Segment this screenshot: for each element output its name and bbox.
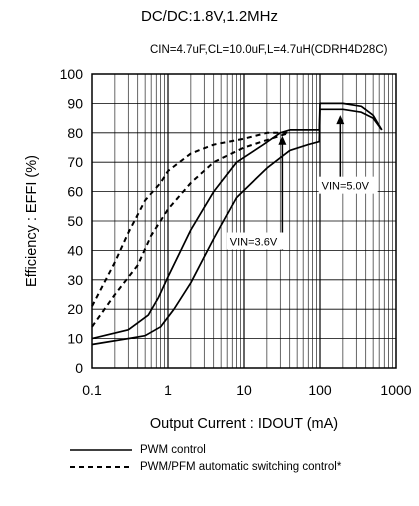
y-tick-label: 0 <box>75 360 83 376</box>
y-axis-label: Efficiency : EFFI (%) <box>24 155 40 287</box>
x-tick-label: 0.1 <box>82 382 102 398</box>
annotation-layer: VIN=5.0V VIN=3.6V <box>226 115 378 251</box>
x-tick-label: 1000 <box>380 382 411 398</box>
y-tick-label: 80 <box>67 125 83 141</box>
grid-layer <box>92 74 396 368</box>
y-tick-label: 40 <box>67 242 83 258</box>
legend-item-pwm-pfm: PWM/PFM automatic switching control* <box>70 460 341 474</box>
annotation-arrow-head <box>278 135 287 145</box>
y-tick-label: 60 <box>67 184 83 200</box>
legend-dashed-line-swatch <box>70 466 132 468</box>
tick-layer: 0 10 20 30 40 50 60 70 80 90 100 0.1 1 10 100 1000 <box>60 66 412 398</box>
series-line-pwm <box>91 108 383 346</box>
annotation-label-bg <box>318 176 378 194</box>
x-tick-label: 10 <box>236 382 252 398</box>
series-line-pwm-pfm <box>91 131 291 328</box>
plot-frame <box>91 73 397 369</box>
series-line-pwm <box>91 129 291 340</box>
annotation-arrow-head <box>336 115 345 125</box>
legend-label-pwm: PWM control <box>140 444 206 456</box>
x-tick-label: 1 <box>164 382 172 398</box>
annotation-label-bg <box>226 232 286 250</box>
y-tick-label: 100 <box>60 66 84 82</box>
x-axis-label: Output Current : IDOUT (mA) <box>150 416 338 432</box>
y-tick-label: 90 <box>67 95 83 111</box>
chart-subtitle: CIN=4.7uF,CL=10.0uF,L=4.7uH(CDRH4D28C) <box>150 44 388 56</box>
x-tick-label: 100 <box>308 382 332 398</box>
y-tick-label: 50 <box>67 213 83 229</box>
annotation-label: VIN=3.6V <box>230 237 278 249</box>
y-tick-label: 10 <box>67 331 83 347</box>
series-line-pwm <box>289 102 383 131</box>
series-layer <box>91 102 383 346</box>
series-line-pwm-pfm <box>91 131 290 307</box>
chart-title: DC/DC:1.8V,1.2MHz <box>141 8 278 25</box>
legend-solid-line-swatch <box>70 449 132 451</box>
annotation-label: VIN=5.0V <box>322 181 370 193</box>
legend-item-pwm: PWM control <box>70 443 206 457</box>
legend-label-pwm-pfm: PWM/PFM automatic switching control* <box>140 461 342 473</box>
y-tick-label: 30 <box>67 272 83 288</box>
y-tick-label: 20 <box>67 301 83 317</box>
y-tick-label: 70 <box>67 154 83 170</box>
